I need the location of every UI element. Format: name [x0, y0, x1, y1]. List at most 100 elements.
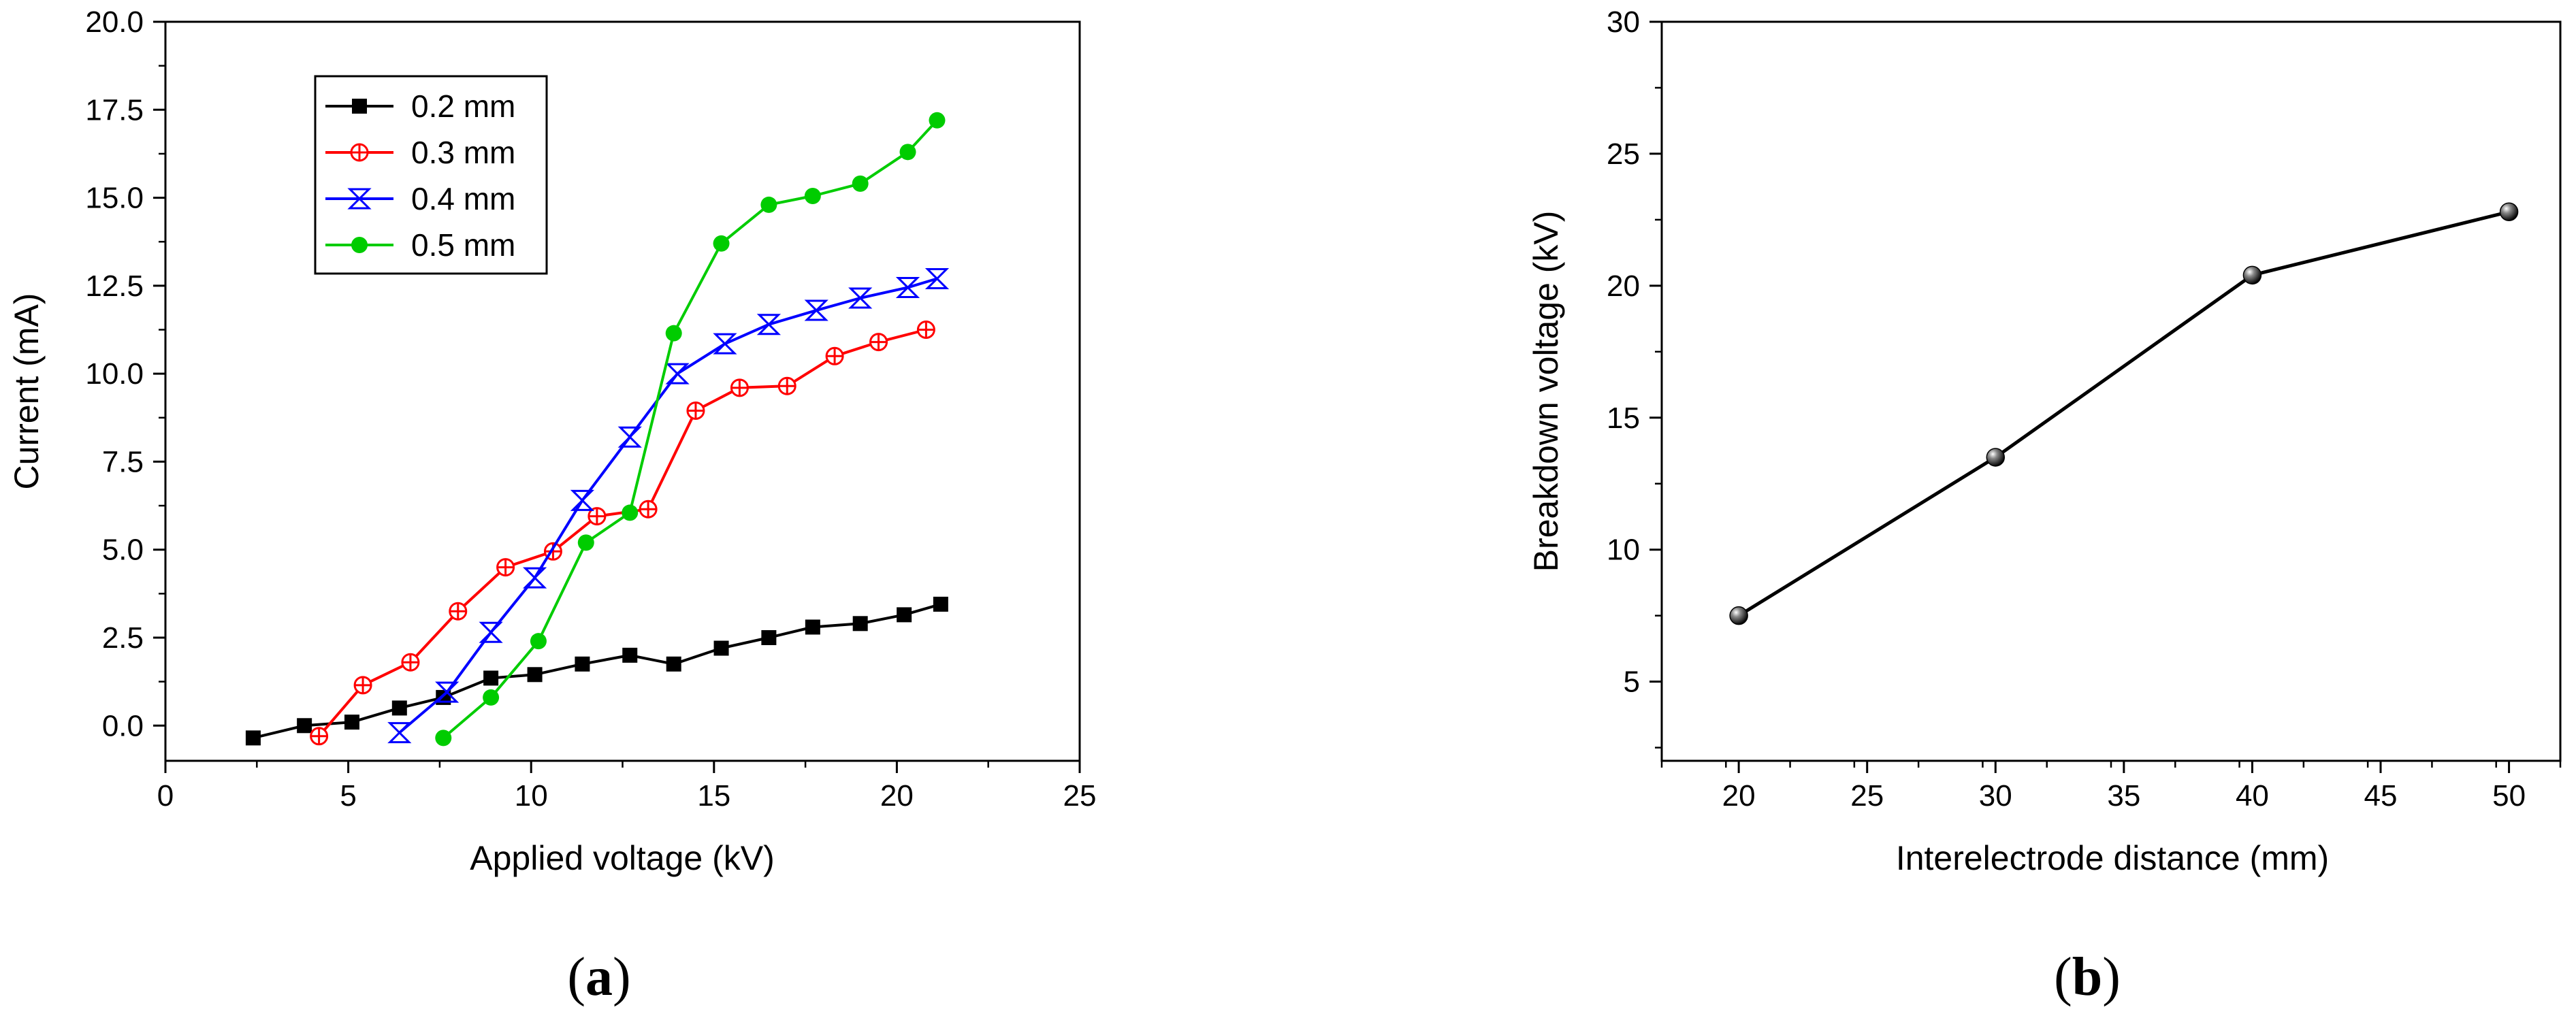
chart-a-y-tick-label: 17.5 — [85, 93, 144, 127]
chart-a-data-point — [933, 596, 948, 612]
chart-a-x-tick-label: 0 — [157, 779, 174, 813]
chart-b-y-tick-label: 10 — [1607, 534, 1640, 567]
chart-a-y-axis-title: Current (mA) — [7, 293, 46, 490]
chart-b-y-tick-label: 15 — [1607, 402, 1640, 435]
chart-a-y-tick-label: 20.0 — [85, 5, 144, 39]
chart-a-series — [245, 112, 950, 747]
chart-a-legend-marker — [351, 237, 368, 253]
chart-a-data-point — [577, 534, 594, 551]
chart-a-data-point — [522, 567, 547, 589]
chart-a-data-point — [401, 653, 420, 672]
chart-a-data-point — [924, 268, 950, 290]
chart-a-data-point — [852, 616, 868, 632]
chart-b-data-point — [1729, 606, 1748, 625]
chart-a-data-point — [344, 715, 359, 730]
chart-a-data-point — [713, 333, 737, 355]
chart-a: 0 5 10 15 20 25 0.0 2.5 5.0 7.5 10.0 12.5 15.0 17.5 2… — [7, 5, 1096, 877]
chart-a-data-point — [449, 602, 468, 621]
chart-b: 20 25 30 35 40 45 50 5 10 15 20 25 30 Interelectrod… — [1527, 5, 2562, 877]
chart-a-data-point — [297, 718, 312, 734]
chart-a-data-point — [391, 700, 407, 716]
chart-a-data-point — [713, 235, 730, 252]
chart-a-data-point — [665, 363, 690, 384]
chart-a-data-point — [869, 333, 888, 352]
chart-a-data-point — [387, 722, 412, 744]
chart-a-x-tick-label: 25 — [1063, 779, 1097, 813]
chart-a-data-point — [617, 426, 642, 448]
chart-a-data-point — [479, 621, 503, 643]
chart-a-data-point — [666, 656, 681, 672]
chart-a-legend-marker — [347, 188, 372, 210]
chart-a-y-tick-label: 2.5 — [102, 621, 144, 655]
chart-a-data-point — [805, 619, 820, 635]
chart-a-data-point — [929, 112, 946, 129]
chart-a-legend-label: 0.3 mm — [411, 135, 515, 170]
chart-a-data-point — [622, 647, 638, 663]
chart-b-data-point — [2242, 265, 2262, 285]
chart-b-data-point — [2499, 202, 2519, 222]
chart-b-plot-frame — [1660, 20, 2562, 762]
chart-a-y-tick-label: 7.5 — [102, 445, 144, 478]
chart-a-legend-label: 0.4 mm — [411, 181, 515, 216]
chart-a-data-point — [353, 676, 372, 695]
chart-a-x-tick-label: 10 — [515, 779, 548, 813]
chart-a-series-4 — [435, 112, 946, 747]
chart-a-legend-item: 0.2 mm — [325, 88, 515, 124]
chart-a-legend-marker — [352, 99, 367, 114]
panel-label-a-letter: a — [585, 947, 613, 1007]
chart-b-y-tick-label: 30 — [1607, 5, 1640, 39]
chart-a-data-point — [575, 656, 590, 672]
chart-a-x-axis-title: Applied voltage (kV) — [470, 839, 774, 877]
chart-a-y-tick-label: 5.0 — [102, 534, 144, 567]
chart-a-data-point — [777, 376, 796, 395]
chart-b-x-tick-label: 20 — [1722, 779, 1756, 813]
chart-a-data-point — [804, 187, 821, 204]
chart-a-y-ticks: 0.0 2.5 5.0 7.5 10.0 12.5 15.0 17.5 20.0 — [85, 5, 165, 742]
chart-a-legend-marker — [350, 143, 369, 162]
chart-a-data-point — [622, 504, 639, 521]
chart-a-data-point — [852, 175, 869, 192]
chart-b-y-tick-label: 25 — [1607, 137, 1640, 171]
chart-a-data-point — [897, 607, 912, 623]
chart-a-data-point — [713, 640, 729, 656]
chart-a-series-1 — [245, 596, 948, 746]
chart-b-x-tick-label: 25 — [1850, 779, 1884, 813]
chart-a-legend-item: 0.4 mm — [325, 181, 515, 216]
chart-a-data-point — [310, 727, 329, 746]
chart-a-data-point — [665, 325, 682, 342]
chart-a-data-point — [527, 667, 543, 683]
chart-b-series-line — [1737, 210, 2510, 617]
chart-b-y-tick-label: 5 — [1624, 666, 1640, 699]
chart-b-x-tick-label: 30 — [1979, 779, 2012, 813]
chart-a-data-point — [804, 299, 828, 321]
chart-a-series-line — [253, 602, 941, 740]
chart-a-data-point — [587, 507, 607, 526]
chart-a-x-tick-label: 20 — [880, 779, 914, 813]
chart-a-series-3 — [387, 268, 950, 744]
chart-b-data-point — [1986, 448, 2006, 467]
chart-b-series-1 — [1729, 202, 2519, 625]
chart-a-series-2 — [310, 321, 935, 746]
chart-a-data-point — [899, 144, 916, 161]
chart-b-y-tick-label: 20 — [1607, 269, 1640, 303]
chart-b-series — [1729, 202, 2519, 625]
chart-a-data-point — [848, 287, 873, 309]
panel-label-b-letter: b — [2072, 947, 2103, 1007]
chart-a-legend-item: 0.3 mm — [325, 135, 515, 170]
chart-a-data-point — [686, 401, 705, 420]
chart-a-series-line — [318, 328, 927, 738]
chart-a-data-point — [530, 633, 547, 650]
chart-a-legend-item: 0.5 mm — [325, 227, 515, 263]
chart-a-data-point — [435, 730, 452, 747]
chart-a-x-tick-label: 15 — [697, 779, 730, 813]
chart-b-x-tick-label: 45 — [2364, 779, 2398, 813]
chart-a-data-point — [245, 730, 261, 746]
chart-a-data-point — [730, 378, 749, 397]
chart-a-data-point — [435, 681, 460, 703]
chart-a-y-tick-label: 0.0 — [102, 709, 144, 742]
chart-b-y-ticks: 5 10 15 20 25 30 — [1607, 5, 1662, 749]
chart-b-x-axis-title: Interelectrode distance (mm) — [1896, 839, 2329, 877]
chart-a-x-ticks: 0 5 10 15 20 25 — [157, 761, 1097, 813]
chart-b-x-tick-label: 35 — [2107, 779, 2140, 813]
